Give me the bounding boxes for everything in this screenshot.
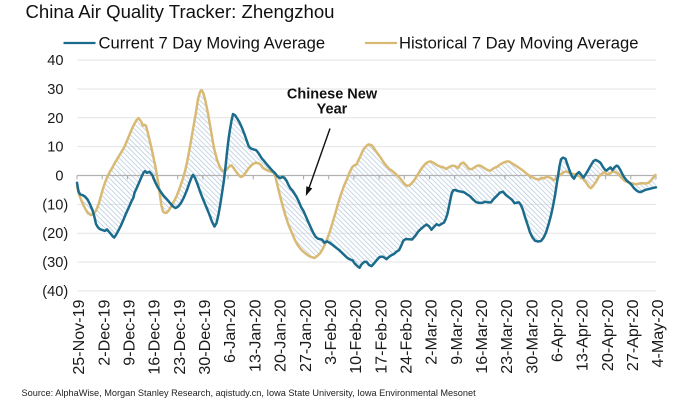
svg-text:20-Apr-20: 20-Apr-20 bbox=[599, 299, 617, 371]
svg-text:Historical 7 Day Moving Averag: Historical 7 Day Moving Average bbox=[399, 33, 639, 52]
svg-text:(20): (20) bbox=[42, 226, 68, 242]
svg-text:9-Mar-20: 9-Mar-20 bbox=[448, 299, 466, 364]
svg-text:10: 10 bbox=[47, 140, 63, 156]
svg-text:China Air Quality Tracker: Zhe: China Air Quality Tracker: Zhengzhou bbox=[26, 1, 335, 22]
svg-text:(10): (10) bbox=[42, 197, 68, 213]
svg-text:9-Dec-19: 9-Dec-19 bbox=[121, 299, 139, 365]
svg-text:Current 7 Day Moving Average: Current 7 Day Moving Average bbox=[99, 33, 326, 52]
svg-text:24-Feb-20: 24-Feb-20 bbox=[397, 299, 415, 373]
svg-text:20: 20 bbox=[47, 111, 63, 127]
svg-text:Year: Year bbox=[317, 102, 348, 118]
svg-text:Source: AlphaWise, Morgan Stan: Source: AlphaWise, Morgan Stanley Resear… bbox=[22, 388, 477, 398]
svg-text:27-Jan-20: 27-Jan-20 bbox=[297, 299, 315, 372]
svg-text:0: 0 bbox=[55, 169, 63, 185]
svg-text:40: 40 bbox=[47, 53, 63, 69]
svg-text:17-Feb-20: 17-Feb-20 bbox=[372, 299, 390, 373]
svg-text:30-Dec-19: 30-Dec-19 bbox=[196, 299, 214, 374]
svg-text:3-Feb-20: 3-Feb-20 bbox=[322, 299, 340, 364]
svg-text:30: 30 bbox=[47, 82, 63, 98]
svg-text:20-Jan-20: 20-Jan-20 bbox=[272, 299, 290, 372]
svg-text:25-Nov-19: 25-Nov-19 bbox=[70, 299, 88, 374]
svg-text:16-Mar-20: 16-Mar-20 bbox=[473, 299, 491, 373]
svg-text:10-Feb-20: 10-Feb-20 bbox=[347, 299, 365, 373]
svg-text:23-Dec-19: 23-Dec-19 bbox=[171, 299, 189, 374]
svg-text:2-Mar-20: 2-Mar-20 bbox=[423, 299, 441, 364]
svg-text:16-Dec-19: 16-Dec-19 bbox=[146, 299, 164, 374]
svg-text:6-Jan-20: 6-Jan-20 bbox=[221, 299, 239, 363]
svg-text:(30): (30) bbox=[42, 255, 68, 271]
svg-text:13-Apr-20: 13-Apr-20 bbox=[574, 299, 592, 371]
svg-text:(40): (40) bbox=[42, 284, 68, 300]
svg-text:4-May-20: 4-May-20 bbox=[649, 299, 667, 367]
svg-text:30-Mar-20: 30-Mar-20 bbox=[523, 299, 541, 373]
svg-text:Chinese New: Chinese New bbox=[287, 87, 378, 103]
svg-text:23-Mar-20: 23-Mar-20 bbox=[498, 299, 516, 373]
svg-text:2-Dec-19: 2-Dec-19 bbox=[95, 299, 113, 365]
svg-text:13-Jan-20: 13-Jan-20 bbox=[246, 299, 264, 372]
svg-text:6-Apr-20: 6-Apr-20 bbox=[549, 299, 567, 362]
svg-text:27-Apr-20: 27-Apr-20 bbox=[624, 299, 642, 371]
